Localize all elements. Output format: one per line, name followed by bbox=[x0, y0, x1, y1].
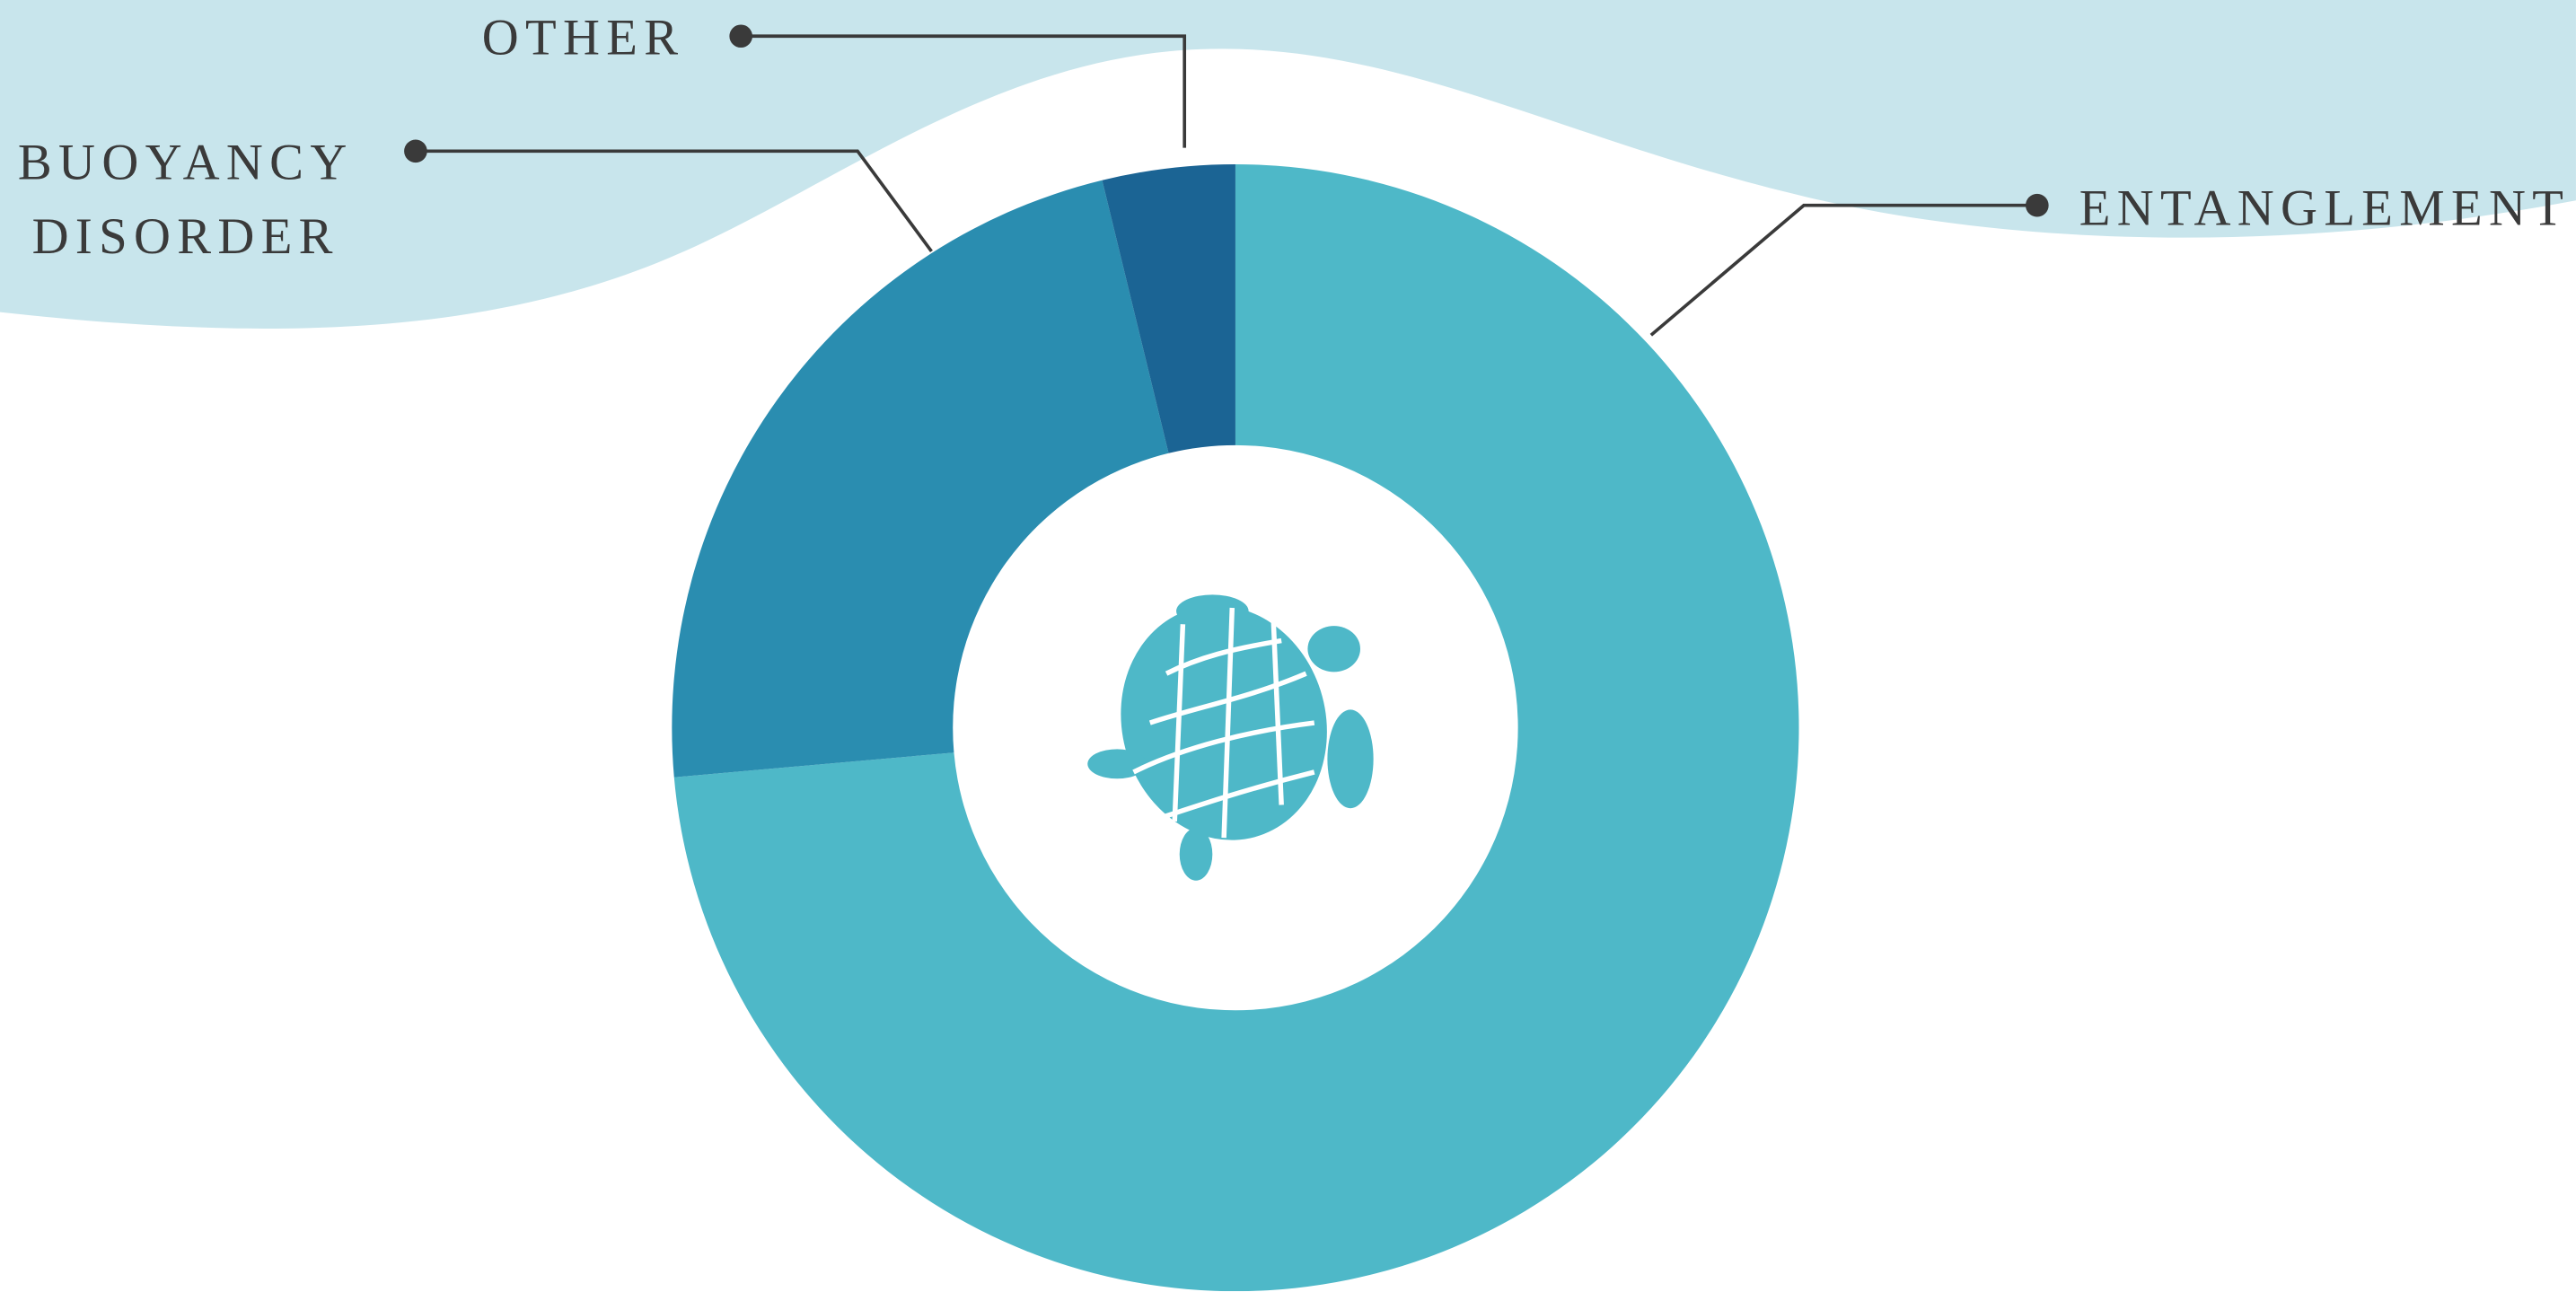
slice-label: OTHER bbox=[460, 0, 706, 74]
donut-slice bbox=[672, 180, 1168, 778]
slice-label: ENTANGLEMENT bbox=[2073, 171, 2576, 244]
leader-dot bbox=[404, 140, 427, 163]
turtle-icon bbox=[1087, 582, 1373, 880]
leader-dot bbox=[729, 24, 752, 48]
page: {"chart_data": {"type": "donut", "catego… bbox=[0, 0, 2576, 1292]
leader-dot bbox=[2026, 194, 2049, 217]
slice-label: BUOYANCY DISORDER bbox=[0, 125, 372, 273]
chart: ENTANGLEMENT BUOYANCY DISORDER OTHER bbox=[0, 0, 2576, 1291]
